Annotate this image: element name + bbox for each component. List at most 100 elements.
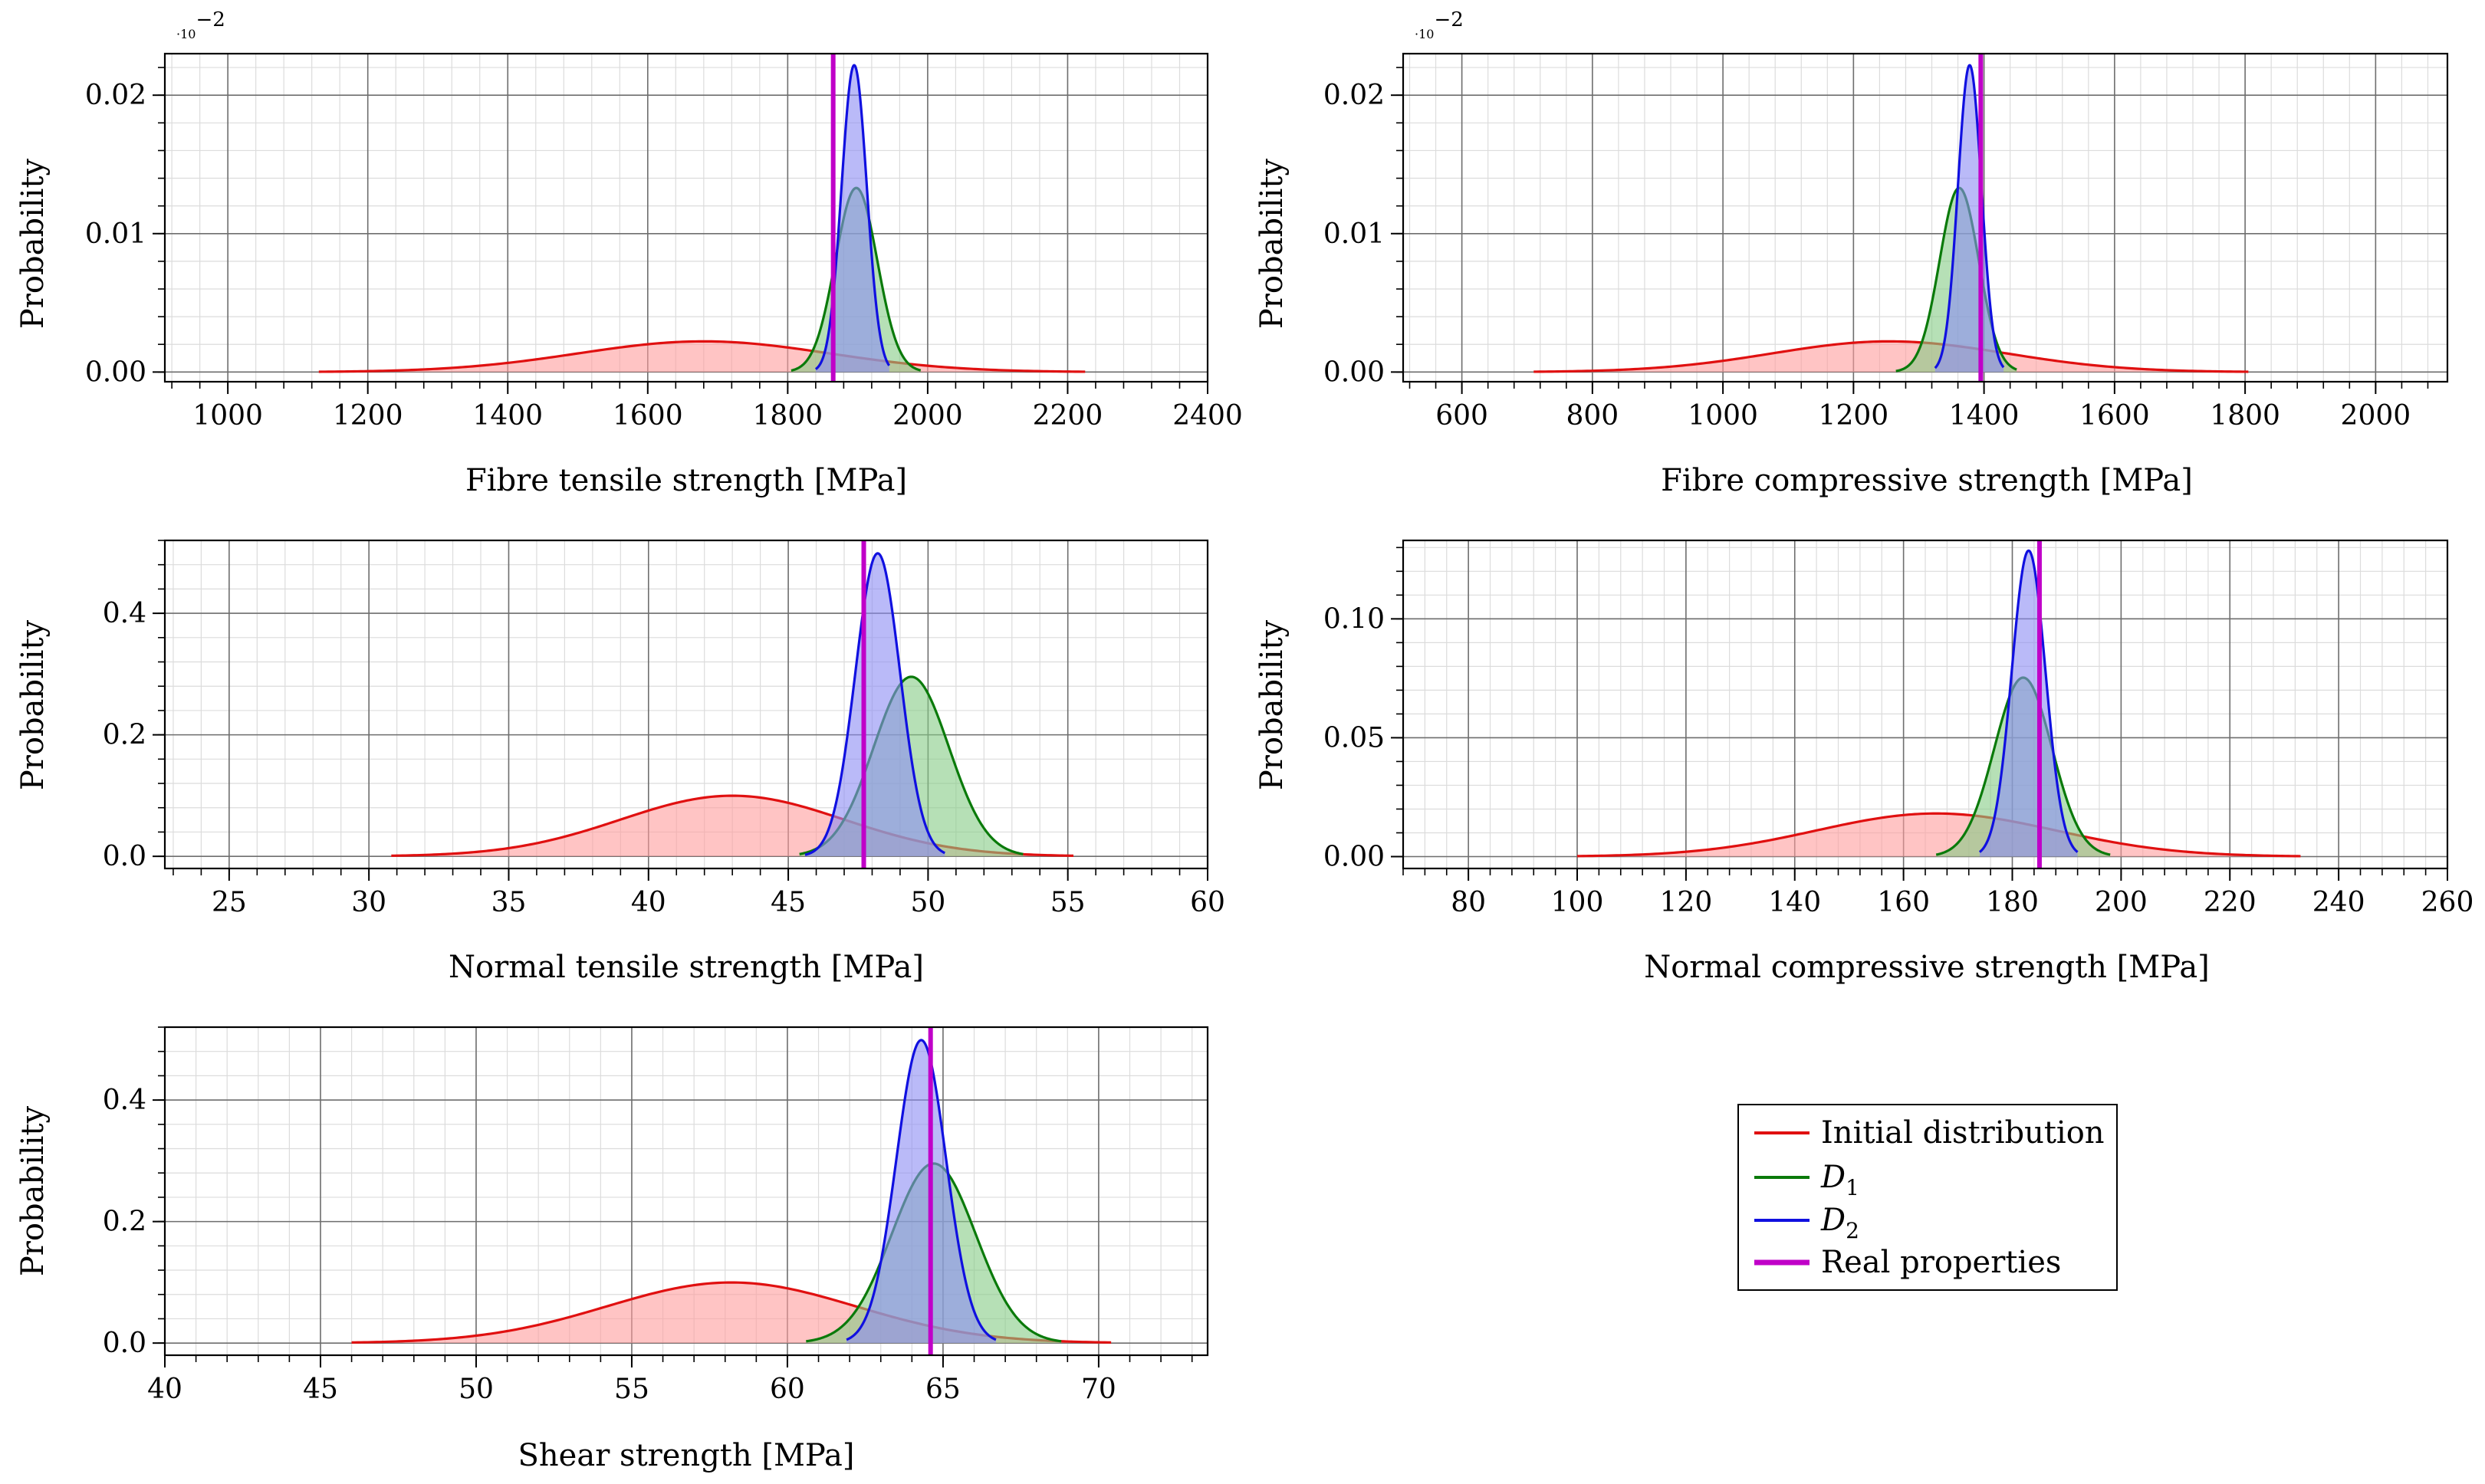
curve-initial	[318, 340, 1086, 373]
y-tick-label: 0.01	[85, 218, 146, 250]
axes-frame	[163, 52, 1209, 383]
x-tick-label: 220	[2204, 887, 2257, 918]
legend-label-d1: D1	[1820, 1160, 1859, 1200]
legend-item-d2: D2	[1754, 1203, 1859, 1243]
x-tick-label: 260	[2421, 887, 2474, 918]
y-tick-label: 0.4	[103, 1085, 146, 1116]
axes-frame	[163, 539, 1209, 870]
x-axis-label: Normal tensile strength [MPa]	[449, 950, 924, 985]
x-axis-label: Fibre compressive strength [MPa]	[1661, 463, 2193, 498]
plot-area: 40 45 50 55 60 65 70 0.0 0.2 0.4	[103, 1026, 1209, 1405]
area-initial	[1577, 813, 2301, 857]
x-tick-label: 35	[491, 887, 527, 918]
x-tick-label: 55	[614, 1374, 649, 1405]
x-tick-label: 600	[1435, 400, 1488, 432]
legend-item-d1: D1	[1754, 1160, 1859, 1200]
x-tick-label: 30	[351, 887, 386, 918]
y-multiplier: ·10−2	[176, 8, 225, 41]
x-tick-label: 1600	[2079, 400, 2150, 432]
curve-d1	[1895, 186, 2017, 373]
curve-initial	[1533, 340, 2249, 373]
x-tick-label: 1200	[1819, 400, 1889, 432]
x-tick-label: 2000	[892, 400, 963, 432]
area-d2	[1979, 550, 2078, 857]
y-tick-label: 0.02	[85, 80, 146, 111]
x-tick-label: 1200	[333, 400, 403, 432]
x-tick-label: 160	[1877, 887, 1930, 918]
x-tick-label: 60	[1190, 887, 1225, 918]
plot-area: 80 100 120 140 160 180 200 220 240 260 0.00 0.05 0.1…	[1323, 539, 2474, 918]
x-tick-label: 70	[1081, 1374, 1116, 1405]
x-tick-label: 25	[212, 887, 247, 918]
x-tick-label: 55	[1050, 887, 1086, 918]
area-d2	[1934, 65, 2004, 373]
y-tick-label: 0.01	[1323, 218, 1385, 250]
area-d2	[846, 1039, 996, 1344]
y-tick-label: 0.2	[103, 1207, 146, 1238]
y-axis-label: Probability	[15, 619, 51, 790]
curve-d2	[1934, 64, 2005, 369]
panel-fibre-compressive: 600 800 1000 1200 1400 1600 1800 2000 0.00 0.01 0.…	[1254, 8, 2449, 498]
x-tick-label: 800	[1566, 400, 1619, 432]
axes-frame	[1402, 52, 2449, 383]
x-tick-label: 2000	[2341, 400, 2411, 432]
y-tick-label: 0.05	[1323, 722, 1385, 753]
y-tick-label: 0.0	[103, 1328, 146, 1359]
x-tick-label: 1400	[472, 400, 543, 432]
area-initial	[318, 341, 1086, 373]
panel-normal-tensile: 25 30 35 40 45 50 55 60 0.0 0.2 0.4 Normal tensile…	[15, 539, 1225, 985]
curve-d2	[814, 64, 891, 370]
area-initial	[1533, 341, 2249, 373]
x-tick-label: 1400	[1949, 400, 2020, 432]
legend-item-real: Real properties	[1754, 1245, 2061, 1280]
y-tick-label: 0.00	[1323, 356, 1385, 388]
panel-fibre-tensile: 1000 1200 1400 1600 1800 2000 2200 2400 0.00 0.01…	[15, 8, 1243, 498]
x-tick-label: 50	[910, 887, 945, 918]
y-tick-label: 0.4	[103, 598, 146, 629]
y-axis-label: Probability	[1254, 158, 1290, 329]
legend-label-d2: D2	[1820, 1203, 1859, 1243]
y-tick-label: 0.02	[1323, 80, 1385, 111]
x-tick-label: 1800	[753, 400, 823, 432]
x-tick-label: 40	[147, 1374, 182, 1405]
x-tick-label: 40	[631, 887, 666, 918]
legend-label-real: Real properties	[1821, 1245, 2061, 1280]
y-axis-label: Probability	[1254, 619, 1290, 790]
curve-d2	[1978, 549, 2079, 853]
x-tick-label: 1000	[192, 400, 263, 432]
x-axis-label: Fibre tensile strength [MPa]	[465, 463, 907, 498]
panel-shear: 40 45 50 55 60 65 70 0.0 0.2 0.4 Shear strength […	[15, 1026, 1209, 1473]
x-tick-label: 140	[1768, 887, 1821, 918]
y-tick-label: 0.00	[1323, 841, 1385, 872]
x-axis-label: Normal compressive strength [MPa]	[1644, 950, 2210, 985]
x-tick-label: 50	[459, 1374, 494, 1405]
x-tick-label: 80	[1451, 887, 1486, 918]
x-tick-label: 180	[1986, 887, 2039, 918]
x-axis-label: Shear strength [MPa]	[518, 1438, 855, 1473]
y-tick-label: 0.0	[103, 841, 146, 872]
curve-d2	[846, 1039, 997, 1341]
plot-area: 1000 1200 1400 1600 1800 2000 2200 2400 0.00 0.01…	[85, 52, 1243, 432]
x-tick-label: 60	[770, 1374, 805, 1405]
y-tick-label: 0.2	[103, 720, 146, 751]
x-tick-label: 2400	[1172, 400, 1243, 432]
y-multiplier: ·10−2	[1415, 8, 1464, 41]
axes-frame	[163, 1026, 1209, 1357]
area-d2	[804, 553, 945, 857]
legend-item-initial: Initial distribution	[1754, 1115, 2105, 1151]
legend: Initial distribution D1 D2 Real properti…	[1737, 1104, 2118, 1291]
y-tick-label: 0.10	[1323, 603, 1385, 635]
legend-box	[1737, 1104, 2118, 1291]
plot-area: 600 800 1000 1200 1400 1600 1800 2000 0.00 0.01 0.…	[1323, 52, 2449, 432]
x-tick-label: 100	[1551, 887, 1604, 918]
legend-label-initial: Initial distribution	[1821, 1115, 2105, 1151]
y-axis-label: Probability	[15, 1105, 51, 1276]
y-axis-label: Probability	[15, 158, 51, 329]
x-tick-label: 120	[1660, 887, 1713, 918]
plot-area: 25 30 35 40 45 50 55 60 0.0 0.2 0.4	[103, 539, 1225, 918]
x-tick-label: 1000	[1688, 400, 1758, 432]
x-tick-label: 1800	[2210, 400, 2280, 432]
curve-initial	[1576, 812, 2301, 858]
curve-d2	[804, 552, 945, 856]
